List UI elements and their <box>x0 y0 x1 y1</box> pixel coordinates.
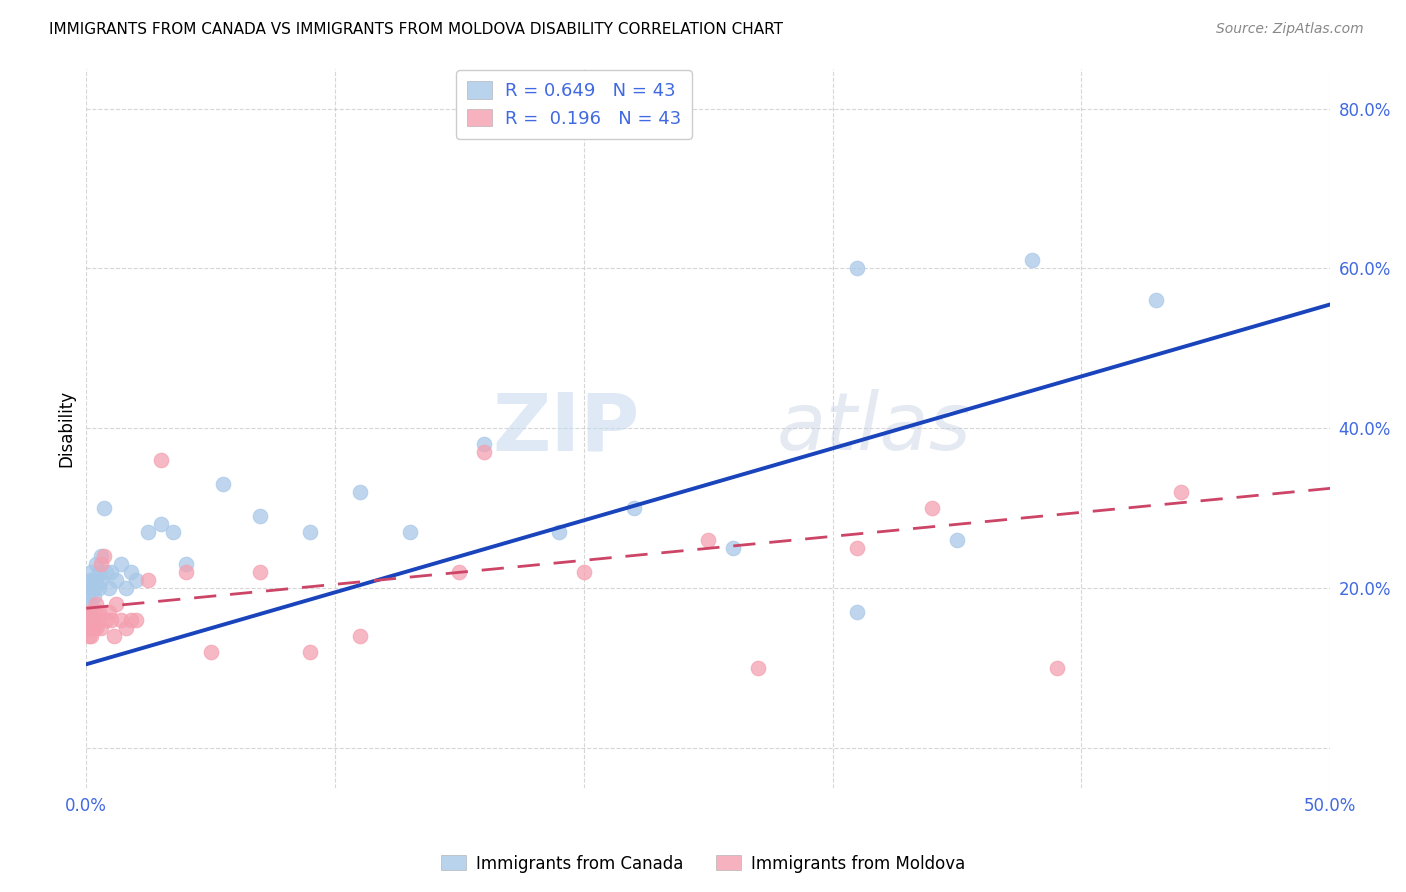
Point <box>77 629 100 643</box>
Point <box>100 566 122 580</box>
Point <box>623 501 645 516</box>
Point <box>77 613 100 627</box>
Point <box>697 533 720 548</box>
Point <box>572 566 595 580</box>
Point <box>548 525 571 540</box>
Point <box>83 582 105 596</box>
Text: IMMIGRANTS FROM CANADA VS IMMIGRANTS FROM MOLDOVA DISABILITY CORRELATION CHART: IMMIGRANTS FROM CANADA VS IMMIGRANTS FRO… <box>49 22 783 37</box>
Point <box>398 525 420 540</box>
Point <box>100 613 122 627</box>
Point <box>212 477 235 491</box>
Point <box>87 566 110 580</box>
Point <box>299 645 322 659</box>
Point <box>83 621 105 635</box>
Point <box>96 566 118 580</box>
Legend: Immigrants from Canada, Immigrants from Moldova: Immigrants from Canada, Immigrants from … <box>434 848 972 880</box>
Point <box>120 613 142 627</box>
Point <box>449 566 471 580</box>
Point <box>80 605 103 619</box>
Legend: R = 0.649   N = 43, R =  0.196   N = 43: R = 0.649 N = 43, R = 0.196 N = 43 <box>456 70 692 138</box>
Point <box>90 549 112 564</box>
Point <box>721 541 744 556</box>
Point <box>349 485 371 500</box>
Point <box>125 574 148 588</box>
Point <box>946 533 969 548</box>
Point <box>472 437 495 451</box>
Point <box>174 566 197 580</box>
Point <box>90 574 112 588</box>
Point <box>349 629 371 643</box>
Text: Source: ZipAtlas.com: Source: ZipAtlas.com <box>1216 22 1364 37</box>
Point <box>105 597 128 611</box>
Point <box>299 525 322 540</box>
Point <box>84 574 107 588</box>
Point <box>87 582 110 596</box>
Point <box>115 582 138 596</box>
Point <box>472 445 495 459</box>
Point <box>149 517 172 532</box>
Point <box>87 605 110 619</box>
Point <box>846 605 869 619</box>
Point <box>162 525 184 540</box>
Point <box>138 525 160 540</box>
Text: atlas: atlas <box>776 390 972 467</box>
Point <box>120 566 142 580</box>
Point <box>125 613 148 627</box>
Point <box>90 621 112 635</box>
Point <box>77 605 100 619</box>
Point <box>96 613 118 627</box>
Point <box>80 582 103 596</box>
Point <box>200 645 222 659</box>
Point <box>80 597 103 611</box>
Point <box>83 574 105 588</box>
Point <box>77 582 100 596</box>
Point <box>110 558 132 572</box>
Point <box>87 613 110 627</box>
Point <box>84 597 107 611</box>
Point <box>80 613 103 627</box>
Point <box>77 590 100 604</box>
Point <box>84 558 107 572</box>
Point <box>149 453 172 467</box>
Point <box>1021 253 1043 268</box>
Point <box>174 558 197 572</box>
Point <box>110 613 132 627</box>
Text: ZIP: ZIP <box>492 390 640 467</box>
Point <box>97 605 120 619</box>
Point <box>921 501 943 516</box>
Point <box>846 261 869 276</box>
Point <box>83 613 105 627</box>
Point <box>83 605 105 619</box>
Point <box>115 621 138 635</box>
Point <box>105 574 128 588</box>
Point <box>249 566 271 580</box>
Point <box>747 661 769 675</box>
Point <box>846 541 869 556</box>
Point <box>249 509 271 524</box>
Point <box>83 590 105 604</box>
Point <box>1170 485 1192 500</box>
Point <box>80 621 103 635</box>
Point <box>97 582 120 596</box>
Point <box>1045 661 1067 675</box>
Point <box>80 629 103 643</box>
Point <box>77 621 100 635</box>
Point <box>90 558 112 572</box>
Point <box>103 629 125 643</box>
Point <box>1144 293 1167 308</box>
Point <box>84 621 107 635</box>
Point <box>80 566 103 580</box>
Point <box>93 549 115 564</box>
Point <box>80 574 103 588</box>
Point <box>77 605 100 619</box>
Point <box>138 574 160 588</box>
Y-axis label: Disability: Disability <box>58 390 75 467</box>
Point <box>93 501 115 516</box>
